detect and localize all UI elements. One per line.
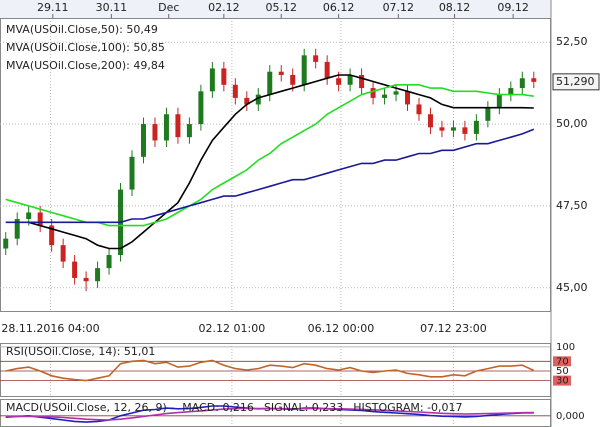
legend-entry: MVA(USOil.Close,50): 50,49 xyxy=(6,23,158,36)
candle-body xyxy=(290,74,296,85)
candle-body xyxy=(324,61,330,79)
legend-entry: SIGNAL: 0,233 xyxy=(264,401,343,414)
candle-body xyxy=(198,91,204,125)
level-box xyxy=(553,356,571,367)
x-top-tick-label: 09.12 xyxy=(497,1,529,14)
candle-body xyxy=(163,114,169,141)
candle-body xyxy=(382,94,388,98)
candle-body xyxy=(336,78,342,85)
x-top-tick-label: 29.11 xyxy=(37,1,69,14)
candle-body xyxy=(462,127,468,134)
x-tick-label: 28.11.2016 04:00 xyxy=(1,322,99,335)
candle-body xyxy=(393,91,399,95)
candle-body xyxy=(485,107,491,121)
x-tick-label: 02.12 01:00 xyxy=(199,322,266,335)
candle-body xyxy=(405,91,411,105)
candle-body xyxy=(3,238,9,249)
candle-body xyxy=(14,219,20,239)
legend-entry: RSI(USOil.Close, 14): 51,01 xyxy=(6,345,155,358)
legend-entry: MVA(USOil.Close,100): 50,85 xyxy=(6,41,165,54)
candle-body xyxy=(359,74,365,89)
series-line xyxy=(5,128,535,224)
candle-body xyxy=(508,88,514,95)
candle-body xyxy=(255,94,261,105)
candle-body xyxy=(370,88,376,98)
y-tick-label: 50 xyxy=(556,366,569,377)
candle-body xyxy=(416,104,422,115)
candle-body xyxy=(129,156,135,190)
top-strip xyxy=(0,0,551,18)
candle-body xyxy=(221,68,227,85)
candle-body xyxy=(244,97,250,105)
legend-entry: HISTOGRAM: -0,017 xyxy=(353,401,462,414)
x-tick-label: 07.12 23:00 xyxy=(420,322,487,335)
candle-body xyxy=(519,78,525,89)
candle-body xyxy=(209,68,215,92)
y-tick-label: 45,00 xyxy=(556,281,588,294)
candle-body xyxy=(267,71,273,95)
x-top-tick-label: 06.12 xyxy=(323,1,355,14)
x-top-tick-label: 08.12 xyxy=(439,1,471,14)
candle-body xyxy=(49,225,55,246)
candle-body xyxy=(140,124,146,157)
candle-body xyxy=(439,127,445,131)
bottom-strip xyxy=(0,313,551,342)
x-top-tick-label: 05.12 xyxy=(265,1,297,14)
candle-body xyxy=(301,55,307,85)
candle-body xyxy=(95,268,101,282)
candle-body xyxy=(83,277,89,282)
series-line xyxy=(5,359,535,382)
candle-body xyxy=(496,94,502,108)
last-price-box xyxy=(552,73,600,91)
candle-body xyxy=(152,124,158,141)
candle-body xyxy=(37,212,43,226)
level-box xyxy=(553,375,571,386)
y-tick-label: 70 xyxy=(556,356,569,367)
last-price-label: 51,290 xyxy=(556,75,595,88)
y-tick-label: 52,50 xyxy=(556,35,588,48)
candle-body xyxy=(26,212,32,220)
y-tick-label: 100 xyxy=(556,342,575,353)
candle-body xyxy=(313,55,319,62)
candle-body xyxy=(232,84,238,98)
candle-body xyxy=(531,78,537,82)
candle-body xyxy=(427,114,433,128)
candle-body xyxy=(186,124,192,138)
candle-body xyxy=(175,114,181,138)
series-line xyxy=(28,74,534,250)
candle-body xyxy=(72,261,78,278)
y-tick-label: 0,000 xyxy=(556,411,585,422)
panel-title: MACD(USOil.Close, 12, 26, 9) - xyxy=(6,401,174,414)
candle-body xyxy=(60,245,66,262)
y-tick-label: 47,50 xyxy=(556,199,588,212)
candle-body xyxy=(450,127,456,131)
y-tick-label: 30 xyxy=(556,376,569,387)
x-tick-label: 06.12 00:00 xyxy=(308,322,375,335)
y-tick-label: 50,00 xyxy=(556,117,588,130)
candle-body xyxy=(278,71,284,75)
series-line xyxy=(5,407,534,421)
legend-entry: MACD: 0,216 xyxy=(182,401,254,414)
candle-body xyxy=(347,74,353,85)
candle-body xyxy=(473,120,479,134)
x-top-tick-label: 30.11 xyxy=(96,1,128,14)
legend-entry: MVA(USOil.Close,200): 49,84 xyxy=(6,59,165,72)
x-top-tick-label: 02.12 xyxy=(208,1,240,14)
candle-body xyxy=(106,255,112,269)
x-top-tick-label: 07.12 xyxy=(383,1,415,14)
x-top-tick-label: Dec xyxy=(158,1,179,14)
